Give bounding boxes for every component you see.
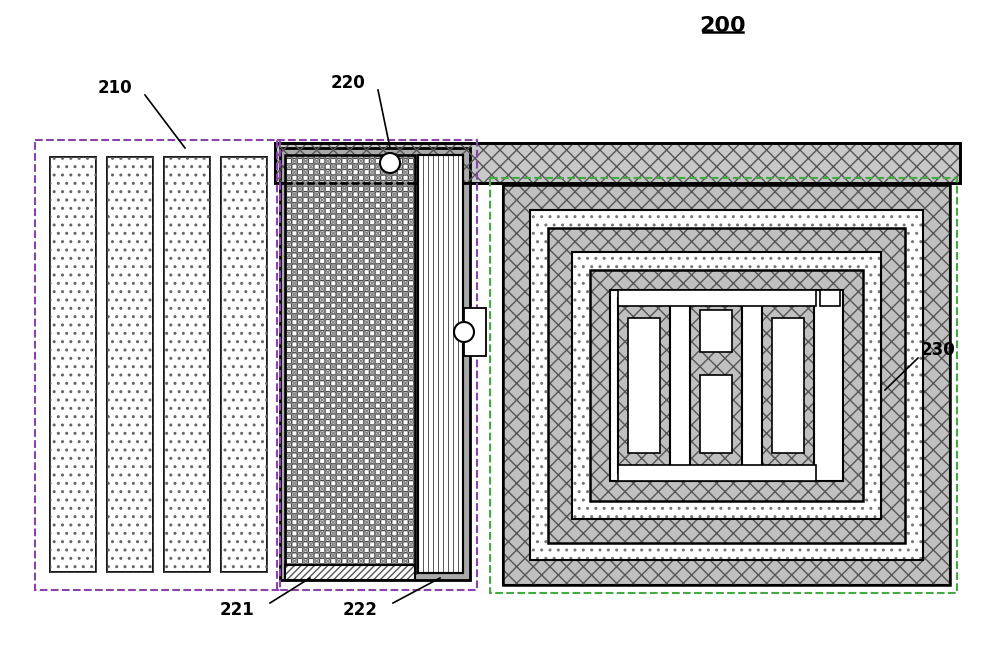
Bar: [285, 565, 415, 580]
Bar: [700, 375, 732, 453]
Bar: [690, 298, 742, 473]
Bar: [503, 185, 950, 585]
Bar: [277, 140, 477, 590]
Text: 200: 200: [700, 16, 746, 36]
Bar: [275, 143, 960, 183]
Bar: [35, 140, 280, 590]
Bar: [548, 228, 905, 543]
Text: 220: 220: [331, 74, 365, 92]
Bar: [275, 143, 960, 183]
Bar: [107, 157, 153, 572]
Bar: [164, 157, 210, 572]
Bar: [618, 298, 670, 473]
Bar: [221, 157, 267, 572]
Circle shape: [380, 153, 400, 173]
Bar: [610, 290, 843, 481]
Bar: [418, 155, 463, 573]
Bar: [503, 185, 950, 585]
Bar: [530, 210, 923, 560]
Bar: [50, 157, 96, 572]
Bar: [490, 178, 957, 593]
Bar: [572, 252, 881, 519]
Bar: [285, 565, 415, 580]
Bar: [590, 270, 863, 501]
Text: 222: 222: [343, 601, 377, 619]
Bar: [285, 155, 415, 573]
Bar: [772, 318, 804, 453]
Bar: [164, 157, 210, 572]
Bar: [820, 290, 840, 306]
Bar: [530, 210, 923, 560]
Bar: [690, 298, 742, 473]
Text: 221: 221: [220, 601, 254, 619]
Circle shape: [454, 322, 474, 342]
Bar: [618, 465, 816, 481]
Bar: [762, 298, 814, 473]
Bar: [50, 157, 96, 572]
Bar: [285, 155, 415, 573]
Bar: [503, 185, 950, 585]
Bar: [275, 143, 960, 183]
Bar: [280, 148, 470, 580]
Text: 230: 230: [921, 341, 955, 359]
Bar: [572, 252, 881, 519]
Bar: [618, 290, 816, 306]
Bar: [628, 318, 660, 453]
Bar: [548, 228, 905, 543]
Bar: [285, 155, 415, 573]
Bar: [221, 157, 267, 572]
Bar: [107, 157, 153, 572]
Bar: [762, 298, 814, 473]
Bar: [590, 270, 863, 501]
Bar: [618, 298, 670, 473]
Bar: [464, 308, 486, 356]
Bar: [418, 155, 463, 573]
Bar: [700, 310, 732, 352]
Text: 210: 210: [98, 79, 132, 97]
